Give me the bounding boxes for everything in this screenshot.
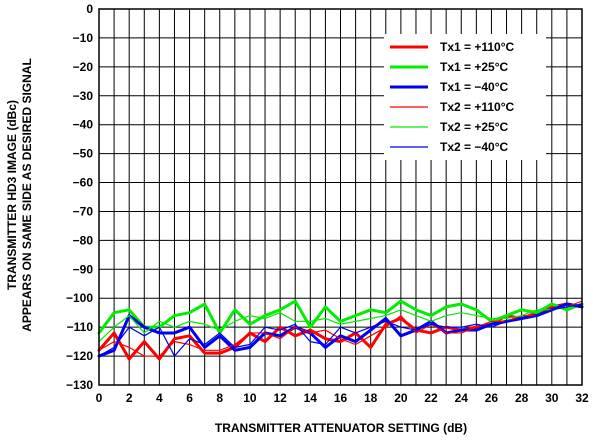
x-axis-ticks: 0 2 4 6 8 10 12 14 16 18 20 22 24 26 28 30 32 <box>96 391 589 405</box>
x-tick-label: 30 <box>545 391 559 405</box>
series-line-5 <box>98 303 583 343</box>
y-tick-label: −130 <box>66 378 93 392</box>
x-axis-title: TRANSMITTER ATTENUATOR SETTING (dB) <box>215 421 467 435</box>
y-tick-label: −90 <box>73 262 94 276</box>
x-tick-label: 6 <box>186 391 193 405</box>
y-axis-title-line-2: APPEARS ON SAME SIDE AS DESIRED SIGNAL <box>20 58 34 332</box>
y-tick-label: −30 <box>73 89 94 103</box>
series-line-6 <box>98 303 583 357</box>
series-line-3 <box>97 302 584 358</box>
x-tick-label: 18 <box>364 391 378 405</box>
x-tick-label: 22 <box>424 391 438 405</box>
x-tick-label: 8 <box>216 391 223 405</box>
x-tick-label: 16 <box>334 391 348 405</box>
x-tick-label: 10 <box>243 391 257 405</box>
x-tick-label: 28 <box>515 391 529 405</box>
y-tick-label: −120 <box>66 349 93 363</box>
x-tick-label: 2 <box>126 391 133 405</box>
legend-label: Tx2 = +110°C <box>440 100 515 114</box>
series-lines <box>97 299 584 361</box>
x-tick-label: 4 <box>156 391 163 405</box>
legend-label: Tx2 = +25°C <box>440 120 509 134</box>
y-tick-label: −70 <box>73 204 94 218</box>
y-tick-label: −50 <box>73 147 94 161</box>
y-axis-title: TRANSMITTER HD3 IMAGE (dBc) APPEARS ON S… <box>5 58 34 332</box>
x-tick-label: 20 <box>394 391 408 405</box>
series-line-2 <box>97 299 584 335</box>
y-tick-label: 0 <box>86 2 93 16</box>
x-tick-label: 12 <box>273 391 287 405</box>
legend-box <box>384 34 546 160</box>
y-tick-label: −100 <box>66 291 93 305</box>
y-tick-label: −110 <box>67 320 94 334</box>
y-axis-title-line-1: TRANSMITTER HD3 IMAGE (dBc) <box>5 100 19 290</box>
legend-label: Tx2 = −40°C <box>440 140 509 154</box>
x-tick-label: 26 <box>485 391 499 405</box>
plot-frame <box>98 8 583 386</box>
x-tick-label: 24 <box>455 391 469 405</box>
y-tick-label: −20 <box>73 60 94 74</box>
legend-label: Tx1 = +25°C <box>440 60 509 74</box>
y-tick-label: −60 <box>73 176 94 190</box>
legend: Tx1 = +110°C Tx1 = +25°C Tx1 = −40°C Tx2 = … <box>384 34 546 160</box>
y-tick-label: −10 <box>73 31 94 45</box>
x-tick-label: 14 <box>304 391 318 405</box>
y-tick-label: −40 <box>73 118 94 132</box>
x-tick-label: 32 <box>575 391 589 405</box>
y-axis-ticks: 0 −10 −20 −30 −40 −50 −60 −70 −80 −90 −100 −110 −120… <box>66 2 93 392</box>
series-line-4 <box>98 300 583 357</box>
legend-label: Tx1 = −40°C <box>440 80 509 94</box>
y-tick-label: −80 <box>73 233 94 247</box>
legend-label: Tx1 = +110°C <box>440 40 515 54</box>
x-tick-label: 0 <box>96 391 103 405</box>
